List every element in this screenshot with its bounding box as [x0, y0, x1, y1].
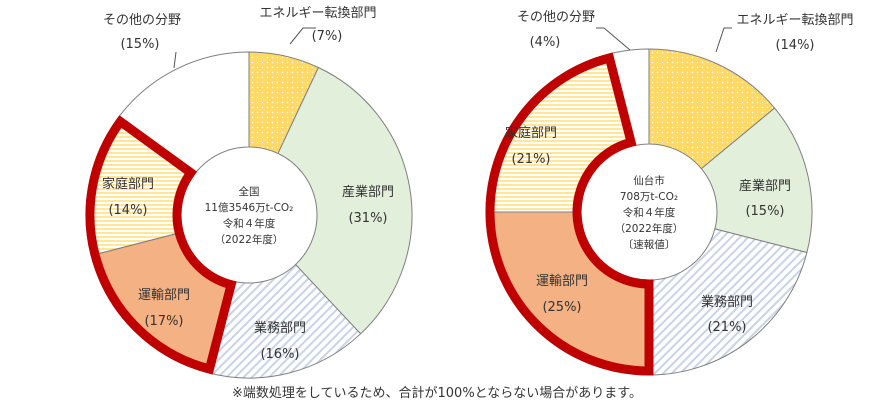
leader-line [715, 27, 732, 53]
donut-chart-2: 仙台市 708万t-CO₂ 令和４年度 （2022年度） 〔速報値〕 エネルギー転換部門 (… [485, 10, 854, 376]
leader-line [173, 51, 177, 69]
center-label-line: 仙台市 [633, 174, 665, 187]
highlight-outline [85, 115, 237, 375]
footnote: ※端数処理をしているため、合計が100%とならない場合があります。 [232, 386, 642, 401]
slice-value-label: (21%) [511, 152, 550, 167]
slice-value-label: (15%) [120, 37, 159, 52]
slice-value-label: (7%) [312, 29, 343, 44]
center-label-line: 〔速報値〕 [623, 238, 676, 251]
center-label-line: （2022年度） [215, 233, 284, 246]
slice-label: 産業部門 [739, 178, 791, 194]
slice-label: その他の分野 [103, 13, 181, 28]
slice-value-label: (17%) [144, 314, 183, 329]
leader-line [289, 27, 316, 45]
slice-label: その他の分野 [517, 10, 595, 25]
center-label-line: 708万t-CO₂ [620, 191, 678, 203]
highlight-outline [485, 52, 654, 376]
slice-label: 家庭部門 [102, 176, 154, 192]
slice-value-label: (14%) [775, 38, 814, 53]
donut-slice [277, 66, 413, 335]
center-label-line: 全国 [239, 185, 260, 198]
slice-value-label: (25%) [542, 300, 581, 315]
slice-value-label: (4%) [530, 35, 561, 50]
donut-slice [116, 51, 250, 176]
donut-slice [648, 228, 808, 376]
slice-label: 業務部門 [701, 294, 753, 310]
slice-label: 家庭部門 [505, 125, 557, 141]
center-label-line: 11億3546万t-CO₂ [205, 201, 294, 214]
donut-slice [207, 263, 362, 379]
donut-slice [648, 48, 776, 170]
slice-value-label: (21%) [707, 320, 746, 335]
slice-value-label: (14%) [108, 203, 147, 218]
donut-slice [700, 107, 813, 254]
leader-line [596, 27, 631, 51]
donut-charts: 全国 11億3546万t-CO₂ 令和４年度 （2022年度） エネルギー転換部門 (7%… [85, 6, 854, 379]
donut-chart-1: 全国 11億3546万t-CO₂ 令和４年度 （2022年度） エネルギー転換部門 (7%… [85, 6, 413, 379]
center-label-line: （2022年度） [615, 222, 684, 235]
slice-label: 業務部門 [254, 320, 306, 336]
center-label-line: 令和４年度 [223, 217, 276, 230]
slice-label: 産業部門 [342, 184, 394, 200]
slice-label: エネルギー転換部門 [736, 13, 853, 28]
slice-label: 運輸部門 [536, 274, 588, 289]
slice-value-label: (15%) [745, 204, 784, 219]
slice-value-label: (16%) [260, 347, 299, 362]
center-label-line: 令和４年度 [623, 206, 676, 219]
slice-label: エネルギー転換部門 [259, 6, 376, 21]
slice-label: 運輸部門 [138, 288, 190, 303]
slice-value-label: (31%) [348, 211, 387, 226]
